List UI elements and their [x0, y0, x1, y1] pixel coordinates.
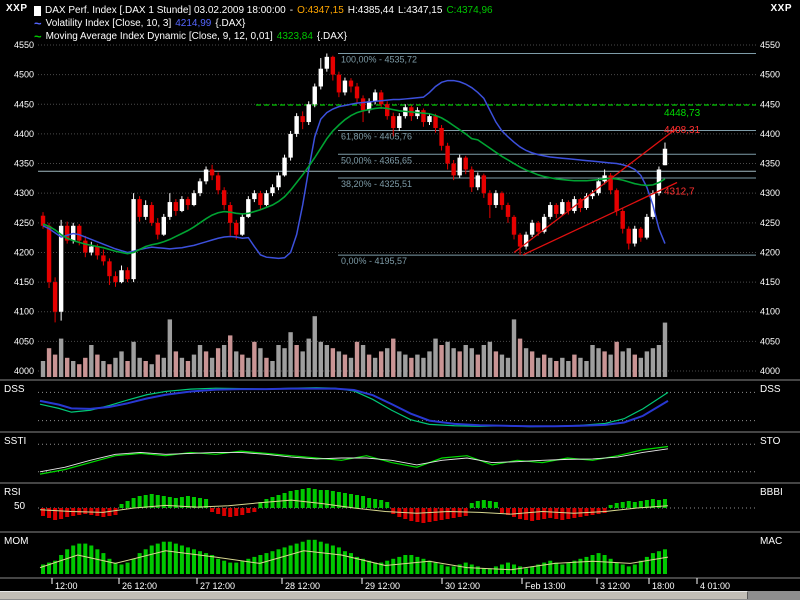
- legend-line-price-series: DAX Perf. Index [.DAX 1 Stunde] 03.02.20…: [34, 4, 497, 17]
- panel-separators: [0, 379, 800, 579]
- svg-text:4450: 4450: [760, 99, 780, 109]
- svg-text:0,00% - 4195,57: 0,00% - 4195,57: [341, 256, 407, 266]
- dss-indicator: [38, 387, 756, 428]
- volatility-symbol-suffix: {.DAX}: [215, 18, 246, 29]
- volatility-value: 4214,99: [175, 18, 212, 29]
- svg-text:4500: 4500: [14, 70, 34, 80]
- svg-text:4050: 4050: [760, 336, 780, 346]
- price-level-labels: 4448,73 4408,31 4312,7: [664, 108, 701, 198]
- svg-text:4408,31: 4408,31: [664, 125, 701, 136]
- y-axis-labels-left: 4000 4050 4100 4150 4200 4250 4300 4350 4400 4450…: [14, 40, 34, 376]
- stochastic-indicator: [38, 443, 756, 475]
- legend-separator: -: [289, 5, 294, 16]
- svg-text:4100: 4100: [14, 307, 34, 317]
- svg-text:4000: 4000: [14, 366, 34, 376]
- svg-text:4350: 4350: [14, 159, 34, 169]
- top-right-corner-label: XXP: [770, 3, 792, 14]
- svg-text:4448,73: 4448,73: [664, 108, 701, 119]
- svg-text:4450: 4450: [14, 99, 34, 109]
- svg-text:4200: 4200: [760, 247, 780, 257]
- svg-text:4250: 4250: [14, 218, 34, 228]
- svg-text:18:00: 18:00: [652, 581, 675, 591]
- svg-text:61,80% - 4405,76: 61,80% - 4405,76: [341, 131, 412, 141]
- bbbi-panel-label-right: BBBI: [760, 487, 783, 498]
- moving-average-line: [42, 107, 666, 255]
- ma-value: 4323,84: [276, 31, 313, 42]
- scrollbar-thumb[interactable]: [0, 591, 748, 599]
- svg-text:50,00% - 4365,65: 50,00% - 4365,65: [341, 155, 412, 165]
- svg-text:4 01:00: 4 01:00: [700, 581, 730, 591]
- svg-text:4150: 4150: [14, 277, 34, 287]
- svg-text:4550: 4550: [760, 40, 780, 50]
- svg-text:4550: 4550: [14, 40, 34, 50]
- svg-text:4100: 4100: [760, 307, 780, 317]
- mom-panel-label-left: MOM: [4, 536, 29, 547]
- svg-text:30 12:00: 30 12:00: [445, 581, 480, 591]
- series-title: DAX Perf. Index [.DAX 1 Stunde] 03.02.20…: [45, 5, 286, 16]
- svg-text:4350: 4350: [760, 159, 780, 169]
- svg-text:Feb 13:00: Feb 13:00: [525, 581, 566, 591]
- y-axis-labels-right: 4000 4050 4100 4150 4200 4250 4300 4350 4400 4450…: [760, 40, 780, 376]
- open-value: O:4347,15: [297, 5, 344, 16]
- legend-line-volatility: ~ Volatility Index [Close, 10, 3] 4214,9…: [34, 17, 497, 30]
- svg-text:4500: 4500: [760, 70, 780, 80]
- top-left-corner-label: XXP: [6, 3, 28, 14]
- volume-bars: [40, 316, 668, 377]
- svg-text:38,20% - 4325,51: 38,20% - 4325,51: [341, 179, 412, 189]
- svg-text:4200: 4200: [14, 247, 34, 257]
- volatility-series-title: Volatility Index [Close, 10, 3]: [45, 18, 172, 29]
- ma-series-icon: ~: [34, 28, 42, 44]
- svg-text:4050: 4050: [14, 336, 34, 346]
- volatility-series-icon: ~: [34, 15, 42, 31]
- svg-text:27 12:00: 27 12:00: [200, 581, 235, 591]
- momentum-indicator: [39, 539, 669, 574]
- sto-panel-label-right: STO: [760, 436, 781, 447]
- svg-text:4250: 4250: [760, 218, 780, 228]
- svg-text:29 12:00: 29 12:00: [365, 581, 400, 591]
- mac-panel-label-right: MAC: [760, 536, 783, 547]
- dss-panel-label-right: DSS: [760, 384, 781, 395]
- ma-symbol-suffix: {.DAX}: [316, 31, 347, 42]
- svg-text:28 12:00: 28 12:00: [285, 581, 320, 591]
- chart-legend: DAX Perf. Index [.DAX 1 Stunde] 03.02.20…: [34, 4, 497, 43]
- candlestick-series-icon: [34, 5, 41, 16]
- svg-text:4300: 4300: [760, 188, 780, 198]
- rsi-indicator: [38, 488, 756, 523]
- time-axis: 12:00 26 12:00 27 12:00 28 12:00 29 12:00 30 …: [51, 578, 730, 591]
- svg-text:12:00: 12:00: [55, 581, 78, 591]
- dss-panel-label-left: DSS: [4, 384, 25, 395]
- svg-text:4400: 4400: [14, 129, 34, 139]
- trendlines: [513, 127, 678, 256]
- low-value: L:4347,15: [397, 5, 443, 16]
- close-value: C:4374,96: [446, 5, 493, 16]
- rsi-midline-tick-label: 50: [14, 501, 26, 512]
- fib-retracement: 100,00% - 4535,72 61,80% - 4405,76 50,00% …: [338, 52, 756, 266]
- svg-text:100,00% - 4535,72: 100,00% - 4535,72: [341, 54, 417, 64]
- svg-text:4312,7: 4312,7: [664, 187, 695, 198]
- volatility-index-line: [42, 79, 666, 260]
- ssti-panel-label-left: SSTI: [4, 436, 27, 447]
- ma-series-title: Moving Average Index Dynamic [Close, 9, …: [45, 31, 273, 42]
- horizontal-scrollbar[interactable]: [0, 591, 800, 600]
- svg-text:26 12:00: 26 12:00: [122, 581, 157, 591]
- svg-text:4000: 4000: [760, 366, 780, 376]
- rsi-panel-label-left: RSI: [4, 487, 21, 498]
- svg-text:4300: 4300: [14, 188, 34, 198]
- svg-text:4400: 4400: [760, 129, 780, 139]
- svg-text:3 12:00: 3 12:00: [600, 581, 630, 591]
- legend-line-moving-average: ~ Moving Average Index Dynamic [Close, 9…: [34, 30, 497, 43]
- high-value: H:4385,44: [347, 5, 394, 16]
- svg-text:4150: 4150: [760, 277, 780, 287]
